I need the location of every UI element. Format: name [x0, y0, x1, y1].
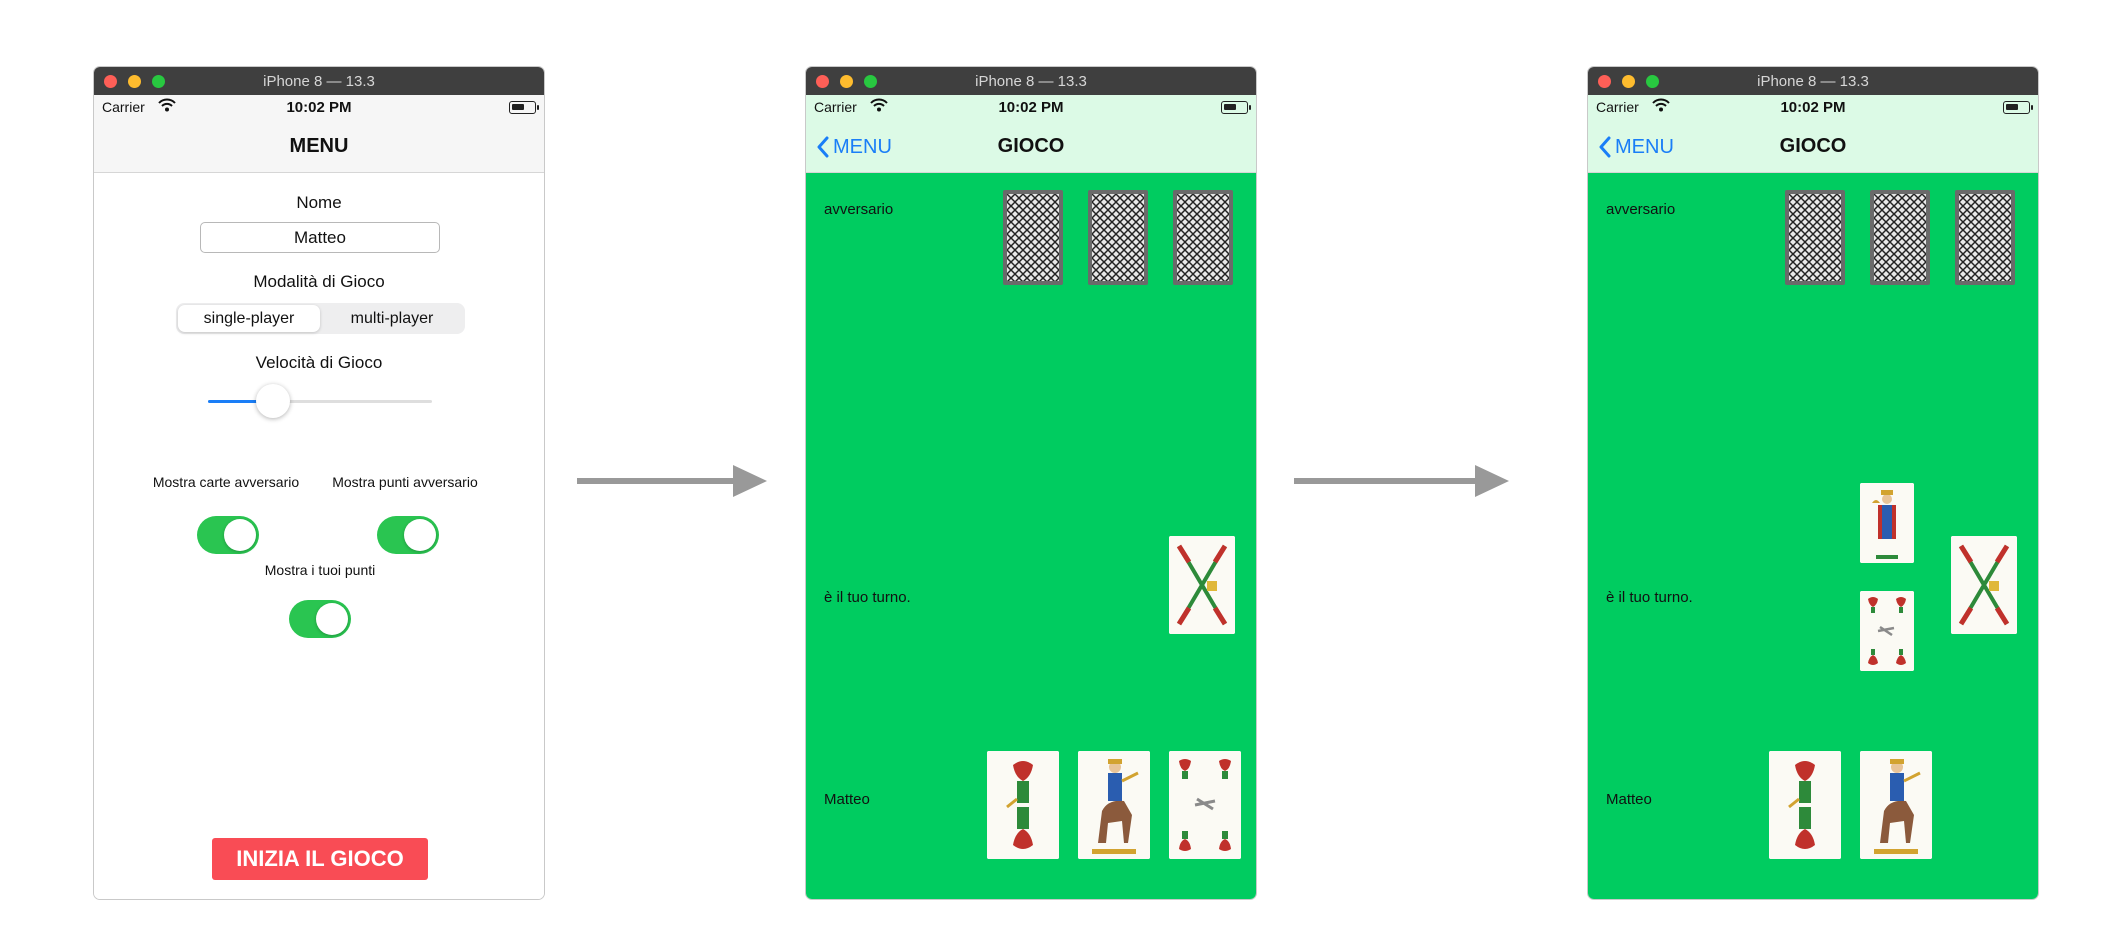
simulator-window-menu: iPhone 8 — 13.3 Carrier 10:02 PM MENU No… [93, 66, 545, 900]
opponent-label: avversario [824, 201, 894, 218]
opponent-card-back [1003, 190, 1063, 285]
status-time: 10:02 PM [998, 99, 1064, 116]
game-speed-label: Velocità di Gioco [255, 353, 383, 372]
status-bar: Carrier 10:02 PM [94, 95, 544, 119]
name-field[interactable] [200, 222, 440, 253]
hand-card-four-cups[interactable] [1169, 751, 1241, 859]
battery-icon [2003, 101, 2033, 114]
menu-form: Nome Modalità di Gioco single-player mul… [94, 173, 544, 899]
status-bar: Carrier 10:02 PM [806, 95, 1256, 119]
status-bar: Carrier 10:02 PM [1588, 95, 2038, 119]
navigation-bar: MENU GIOCO [806, 119, 1256, 173]
chevron-left-icon [817, 136, 829, 158]
game-table: avversario è il tuo turno. Matteo [1588, 173, 2038, 899]
slider-fill [208, 400, 273, 403]
player-name-label: Matteo [1606, 791, 1652, 808]
toggle-knob [224, 519, 256, 551]
show-opponent-cards-label: Mostra carte avversario [152, 474, 300, 490]
minimize-window-button[interactable] [128, 75, 141, 88]
carrier-label: Carrier [102, 99, 145, 115]
name-label: Nome [296, 193, 342, 212]
back-button-label: MENU [833, 135, 892, 158]
window-title: iPhone 8 — 13.3 [1757, 73, 1869, 90]
battery-icon [509, 101, 539, 114]
show-your-points-toggle[interactable] [289, 600, 351, 638]
show-your-points-label: Mostra i tuoi punti [264, 562, 376, 578]
carrier-label: Carrier [814, 99, 857, 115]
wifi-icon [1652, 98, 1670, 117]
page-title: MENU [289, 135, 349, 157]
zoom-window-button[interactable] [864, 75, 877, 88]
segment-single-player[interactable]: single-player [178, 305, 320, 332]
start-game-button[interactable]: INIZIA IL GIOCO [212, 838, 428, 880]
window-titlebar: iPhone 8 — 13.3 [94, 67, 544, 95]
played-card-four-cups [1860, 591, 1914, 671]
wifi-icon [158, 98, 176, 117]
arrow-right-icon [577, 465, 767, 497]
slider-thumb[interactable] [256, 384, 290, 418]
show-opponent-points-toggle[interactable] [377, 516, 439, 554]
window-title: iPhone 8 — 13.3 [263, 73, 375, 90]
opponent-card-back [1785, 190, 1845, 285]
simulator-window-game-2: iPhone 8 — 13.3 Carrier 10:02 PM MENU GI… [1587, 66, 2039, 900]
status-time: 10:02 PM [1780, 99, 1846, 116]
back-button[interactable]: MENU [1598, 133, 1674, 161]
carrier-label: Carrier [1596, 99, 1639, 115]
opponent-card-back [1870, 190, 1930, 285]
slider-track [208, 400, 432, 403]
toggle-knob [316, 603, 348, 635]
close-window-button[interactable] [816, 75, 829, 88]
hand-card-cups[interactable] [1769, 751, 1841, 859]
opponent-label: avversario [1606, 201, 1676, 218]
minimize-window-button[interactable] [1622, 75, 1635, 88]
chevron-left-icon [1599, 136, 1611, 158]
segment-multi-player[interactable]: multi-player [350, 310, 434, 327]
page-title: GIOCO [997, 135, 1065, 157]
minimize-window-button[interactable] [840, 75, 853, 88]
close-window-button[interactable] [104, 75, 117, 88]
turn-status: è il tuo turno. [1606, 589, 1693, 606]
game-mode-label: Modalità di Gioco [253, 272, 385, 291]
toggle-knob [404, 519, 436, 551]
opponent-card-back [1088, 190, 1148, 285]
played-card-swords [1169, 536, 1235, 634]
show-opponent-points-label: Mostra punti avversario [332, 474, 478, 490]
player-name-label: Matteo [824, 791, 870, 808]
played-card-king [1860, 483, 1914, 563]
zoom-window-button[interactable] [152, 75, 165, 88]
back-button-label: MENU [1615, 135, 1674, 158]
back-button[interactable]: MENU [816, 133, 892, 161]
opponent-card-back [1955, 190, 2015, 285]
game-speed-slider[interactable] [208, 384, 432, 418]
arrow-right-icon [1294, 465, 1509, 497]
window-title: iPhone 8 — 13.3 [975, 73, 1087, 90]
game-table: avversario è il tuo turno. Matteo [806, 173, 1256, 899]
zoom-window-button[interactable] [1646, 75, 1659, 88]
close-window-button[interactable] [1598, 75, 1611, 88]
simulator-window-game-1: iPhone 8 — 13.3 Carrier 10:02 PM MENU GI… [805, 66, 1257, 900]
wifi-icon [870, 98, 888, 117]
hand-card-cups[interactable] [987, 751, 1059, 859]
show-opponent-cards-toggle[interactable] [197, 516, 259, 554]
played-card-swords [1951, 536, 2017, 634]
navigation-bar: MENU GIOCO [1588, 119, 2038, 173]
status-time: 10:02 PM [286, 99, 352, 116]
game-mode-segmented-control: single-player multi-player [176, 303, 465, 334]
battery-icon [1221, 101, 1251, 114]
window-titlebar: iPhone 8 — 13.3 [806, 67, 1256, 95]
window-titlebar: iPhone 8 — 13.3 [1588, 67, 2038, 95]
page-title: GIOCO [1779, 135, 1847, 157]
opponent-card-back [1173, 190, 1233, 285]
hand-card-knight[interactable] [1860, 751, 1932, 859]
hand-card-knight[interactable] [1078, 751, 1150, 859]
turn-status: è il tuo turno. [824, 589, 911, 606]
navigation-bar: MENU [94, 119, 544, 173]
